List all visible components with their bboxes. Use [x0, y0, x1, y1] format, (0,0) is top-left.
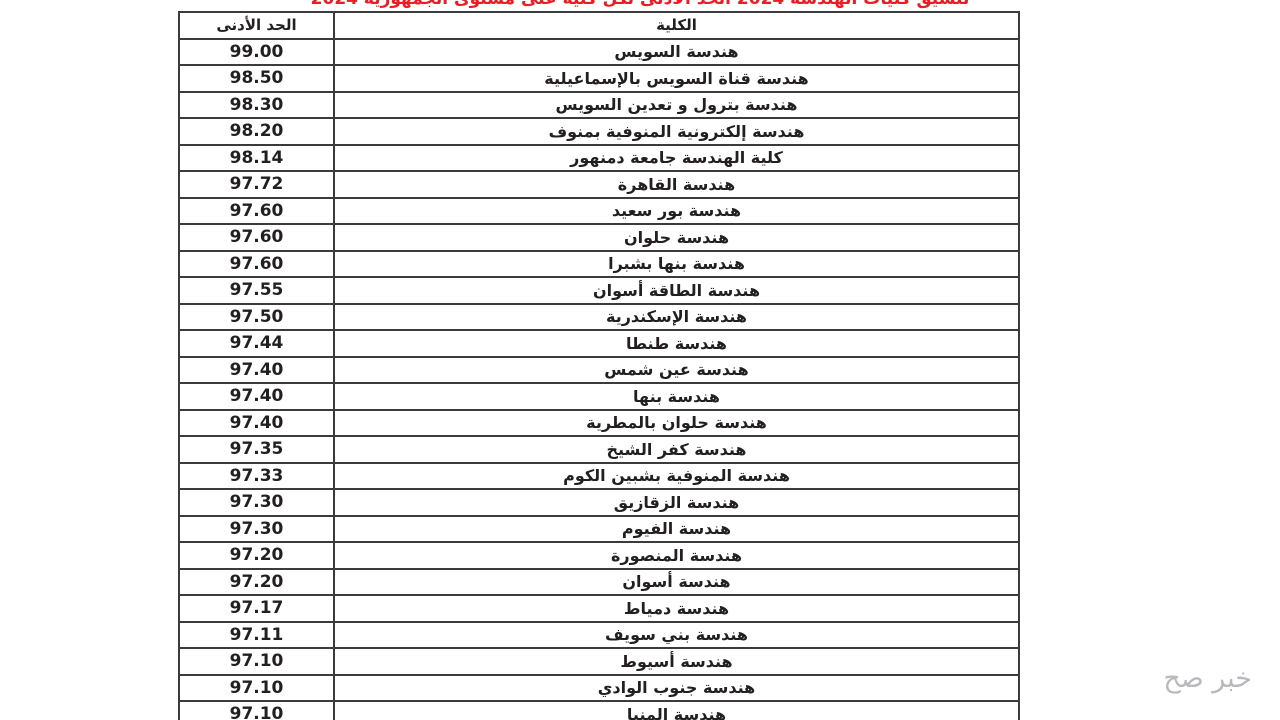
cell-faculty: هندسة الزقازيق	[333, 488, 1020, 517]
table-row: هندسة الزقازيق 97.30	[178, 488, 1020, 517]
faculty-scores-table: الكلية الحد الأدنى هندسة السويس 99.00 هندس…	[178, 11, 1020, 720]
cell-faculty: هندسة حلوان بالمطرية	[333, 408, 1020, 437]
table-row: هندسة أسيوط 97.10	[178, 647, 1020, 676]
cell-min-score: 98.20	[178, 117, 335, 146]
table-row: هندسة حلوان بالمطرية 97.40	[178, 408, 1020, 437]
column-header-min-score: الحد الأدنى	[178, 11, 335, 40]
cell-faculty: هندسة الإسكندرية	[333, 302, 1020, 331]
table-row: هندسة الطاقة أسوان 97.55	[178, 276, 1020, 305]
table-row: هندسة بور سعيد 97.60	[178, 196, 1020, 225]
column-header-faculty: الكلية	[333, 11, 1020, 40]
cell-min-score: 97.20	[178, 541, 335, 570]
cell-min-score: 97.20	[178, 567, 335, 596]
cell-min-score: 97.50	[178, 302, 335, 331]
headline-clip: تنسيق كليات الهندسة 2024 الحد الأدنى لكل…	[0, 0, 1280, 11]
cell-faculty: هندسة بترول و تعدين السويس	[333, 90, 1020, 119]
cell-faculty: هندسة المنيا	[333, 700, 1020, 720]
scores-table-container: الكلية الحد الأدنى هندسة السويس 99.00 هندس…	[178, 11, 1020, 720]
table-row: هندسة المنصورة 97.20	[178, 541, 1020, 570]
cell-min-score: 97.60	[178, 196, 335, 225]
cell-min-score: 98.30	[178, 90, 335, 119]
cell-faculty: هندسة قناة السويس بالإسماعيلية	[333, 64, 1020, 93]
cell-min-score: 97.60	[178, 223, 335, 252]
table-row: هندسة القاهرة 97.72	[178, 170, 1020, 199]
table-row: هندسة أسوان 97.20	[178, 567, 1020, 596]
cell-min-score: 97.40	[178, 382, 335, 411]
table-row: هندسة إلكترونية المنوفية بمنوف 98.20	[178, 117, 1020, 146]
cell-min-score: 97.35	[178, 435, 335, 464]
cell-min-score: 99.00	[178, 37, 335, 66]
cell-min-score: 98.50	[178, 64, 335, 93]
table-row: هندسة المنوفية بشبين الكوم 97.33	[178, 461, 1020, 490]
cell-min-score: 97.44	[178, 329, 335, 358]
table-row: هندسة بني سويف 97.11	[178, 620, 1020, 649]
cell-min-score: 97.10	[178, 673, 335, 702]
table-row: هندسة عين شمس 97.40	[178, 355, 1020, 384]
table-row: كلية الهندسة جامعة دمنهور 98.14	[178, 143, 1020, 172]
cell-faculty: هندسة الفيوم	[333, 514, 1020, 543]
watermark: خبر صح	[1163, 663, 1252, 694]
cell-min-score: 97.11	[178, 620, 335, 649]
cell-min-score: 97.72	[178, 170, 335, 199]
table-row: هندسة كفر الشيخ 97.35	[178, 435, 1020, 464]
cell-faculty: هندسة جنوب الوادي	[333, 673, 1020, 702]
cell-faculty: هندسة الطاقة أسوان	[333, 276, 1020, 305]
cell-min-score: 97.30	[178, 488, 335, 517]
cell-min-score: 97.40	[178, 408, 335, 437]
cell-faculty: هندسة عين شمس	[333, 355, 1020, 384]
table-header-row: الكلية الحد الأدنى	[178, 11, 1020, 40]
table-row: هندسة جنوب الوادي 97.10	[178, 673, 1020, 702]
table-row: هندسة طنطا 97.44	[178, 329, 1020, 358]
cell-faculty: هندسة بور سعيد	[333, 196, 1020, 225]
cell-faculty: هندسة طنطا	[333, 329, 1020, 358]
cell-min-score: 97.10	[178, 700, 335, 720]
table-row: هندسة بنها بشبرا 97.60	[178, 249, 1020, 278]
cell-faculty: هندسة إلكترونية المنوفية بمنوف	[333, 117, 1020, 146]
table-row: هندسة المنيا 97.10	[178, 700, 1020, 720]
cell-faculty: هندسة كفر الشيخ	[333, 435, 1020, 464]
cell-faculty: هندسة أسيوط	[333, 647, 1020, 676]
page-headline: تنسيق كليات الهندسة 2024 الحد الأدنى لكل…	[0, 0, 1280, 10]
table-row: هندسة الإسكندرية 97.50	[178, 302, 1020, 331]
table-row: هندسة حلوان 97.60	[178, 223, 1020, 252]
table-row: هندسة بترول و تعدين السويس 98.30	[178, 90, 1020, 119]
cell-faculty: هندسة حلوان	[333, 223, 1020, 252]
table-body: هندسة السويس 99.00 هندسة قناة السويس بالإس…	[178, 37, 1020, 720]
cell-faculty: هندسة المنوفية بشبين الكوم	[333, 461, 1020, 490]
table-row: هندسة دمياط 97.17	[178, 594, 1020, 623]
cell-min-score: 97.33	[178, 461, 335, 490]
cell-min-score: 98.14	[178, 143, 335, 172]
cell-min-score: 97.10	[178, 647, 335, 676]
cell-faculty: هندسة المنصورة	[333, 541, 1020, 570]
cell-min-score: 97.40	[178, 355, 335, 384]
cell-min-score: 97.17	[178, 594, 335, 623]
table-row: هندسة السويس 99.00	[178, 37, 1020, 66]
cell-faculty: هندسة بنها بشبرا	[333, 249, 1020, 278]
table-row: هندسة الفيوم 97.30	[178, 514, 1020, 543]
cell-faculty: هندسة بنها	[333, 382, 1020, 411]
cell-faculty: هندسة القاهرة	[333, 170, 1020, 199]
cell-faculty: هندسة السويس	[333, 37, 1020, 66]
table-header: الكلية الحد الأدنى	[178, 11, 1020, 40]
table-row: هندسة قناة السويس بالإسماعيلية 98.50	[178, 64, 1020, 93]
cell-min-score: 97.30	[178, 514, 335, 543]
cell-faculty: كلية الهندسة جامعة دمنهور	[333, 143, 1020, 172]
cell-faculty: هندسة بني سويف	[333, 620, 1020, 649]
cell-faculty: هندسة دمياط	[333, 594, 1020, 623]
table-row: هندسة بنها 97.40	[178, 382, 1020, 411]
cell-min-score: 97.55	[178, 276, 335, 305]
cell-min-score: 97.60	[178, 249, 335, 278]
cell-faculty: هندسة أسوان	[333, 567, 1020, 596]
